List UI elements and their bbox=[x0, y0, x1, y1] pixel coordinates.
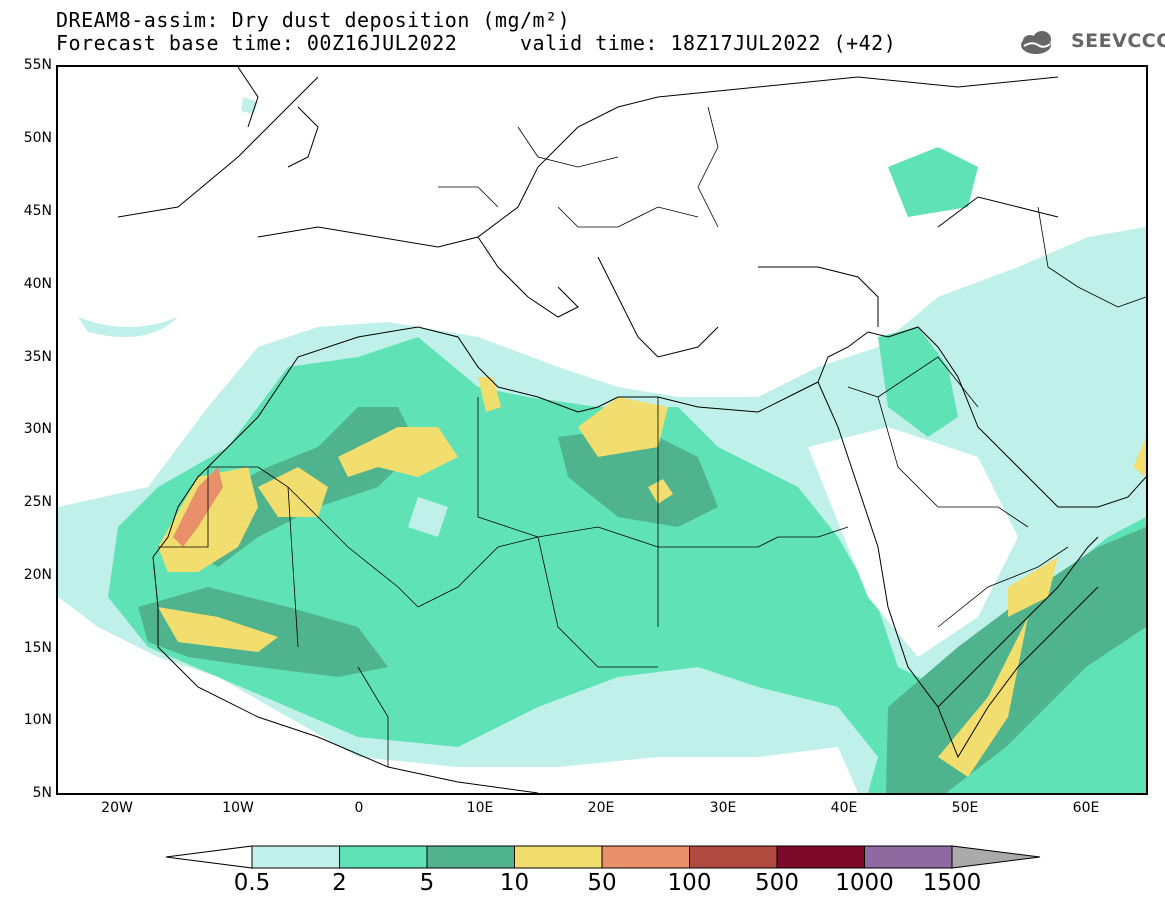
colorbar-tick-label: 1500 bbox=[922, 870, 982, 896]
colorbar-cell bbox=[251, 845, 340, 869]
lat-label: 30N bbox=[23, 421, 52, 437]
lon-label: 30E bbox=[709, 800, 737, 816]
lat-label: 10N bbox=[23, 712, 52, 728]
colorbar-tick-label: 5 bbox=[419, 870, 435, 896]
colorbar-cell bbox=[689, 845, 778, 869]
colorbar-tick-label: 1000 bbox=[835, 870, 894, 896]
lat-label: 50N bbox=[23, 130, 52, 146]
colorbar-cell bbox=[776, 845, 865, 869]
colorbar-tick-label: 500 bbox=[755, 870, 799, 896]
map-subtitle: Forecast base time: 00Z16JUL2022 valid t… bbox=[56, 31, 897, 55]
colorbar-cell bbox=[864, 845, 953, 869]
lon-label: 50E bbox=[951, 800, 979, 816]
colorbar-over-arrow bbox=[951, 845, 1041, 869]
colorbar-tick-label: 50 bbox=[587, 870, 617, 896]
colorbar-tick-label: 0.5 bbox=[233, 870, 271, 896]
dust-shading-orange bbox=[173, 467, 223, 547]
colorbar-tick-label: 10 bbox=[499, 870, 530, 896]
colorbar-cell bbox=[426, 845, 515, 869]
colorbar-tick-label: 2 bbox=[332, 870, 347, 896]
lat-label: 55N bbox=[23, 57, 52, 73]
map-title: DREAM8-assim: Dry dust deposition (mg/m²… bbox=[56, 8, 571, 32]
lon-label: 40E bbox=[830, 800, 858, 816]
logo-text: SEEVCCC bbox=[1071, 30, 1165, 52]
colorbar-tick-label: 100 bbox=[667, 870, 712, 896]
lon-label: 10E bbox=[466, 800, 494, 816]
dust-map bbox=[58, 67, 1146, 793]
colorbar-cell bbox=[514, 845, 603, 869]
lat-label: 35N bbox=[23, 349, 52, 365]
lon-label: 20W bbox=[101, 800, 133, 816]
lat-label: 20N bbox=[23, 567, 52, 583]
dust-shading-yellow bbox=[158, 377, 1146, 777]
lat-label: 25N bbox=[23, 494, 52, 510]
country-borders bbox=[158, 106, 1146, 767]
colorbar-under-arrow bbox=[165, 845, 253, 869]
lon-label: 20E bbox=[587, 800, 615, 816]
lon-label: 10W bbox=[222, 800, 254, 816]
lon-label: 60E bbox=[1072, 800, 1100, 816]
map-frame bbox=[56, 65, 1148, 795]
lat-label: 40N bbox=[23, 276, 52, 292]
colorbar-cell bbox=[339, 845, 428, 869]
cloud-logo-icon bbox=[1021, 31, 1051, 54]
colorbar-cell bbox=[601, 845, 690, 869]
lat-label: 15N bbox=[23, 640, 52, 656]
lon-label: 0 bbox=[354, 800, 364, 816]
lat-label: 45N bbox=[23, 203, 52, 219]
lat-label: 5N bbox=[32, 785, 52, 801]
coastlines bbox=[117, 67, 1146, 793]
